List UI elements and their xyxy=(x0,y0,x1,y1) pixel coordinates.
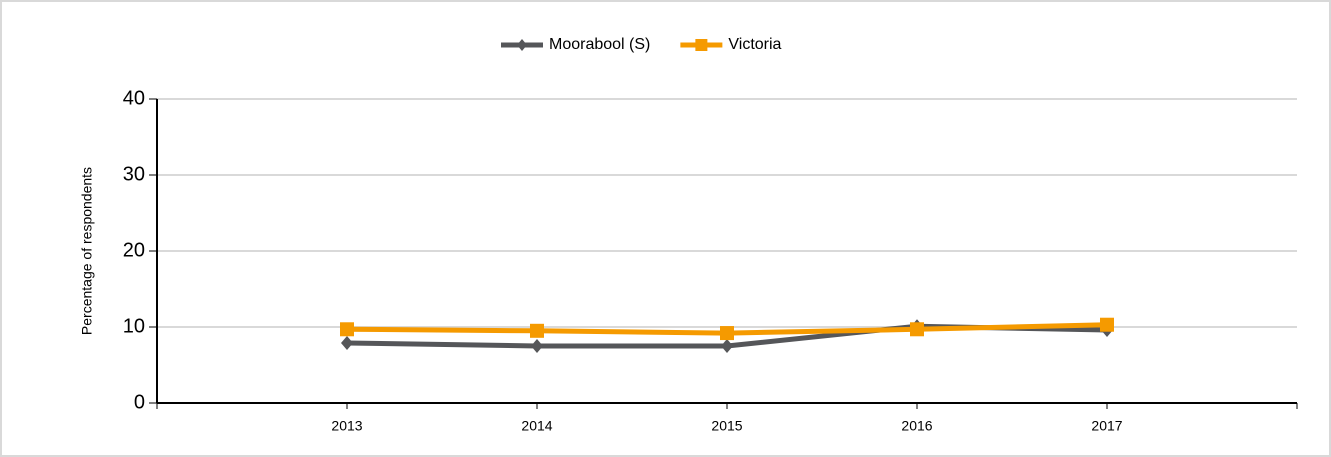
point xyxy=(1100,317,1114,332)
point xyxy=(910,322,924,337)
point xyxy=(721,339,733,353)
legend-marker xyxy=(517,39,527,51)
legend-label: Moorabool (S) xyxy=(549,36,650,53)
x-tick-label: 2013 xyxy=(331,418,362,434)
point xyxy=(720,326,734,341)
legend-marker xyxy=(695,39,708,51)
y-tick-label: 10 xyxy=(123,315,145,337)
x-tick-label: 2014 xyxy=(521,418,552,434)
point xyxy=(341,335,353,350)
legend-label: Victoria xyxy=(728,36,781,53)
y-tick-label: 30 xyxy=(123,163,145,185)
y-tick-label: 0 xyxy=(134,391,145,413)
y-tick-label: 40 xyxy=(123,87,145,109)
y-axis-label: Percentage of respondents xyxy=(79,167,95,335)
point xyxy=(531,339,543,353)
point xyxy=(530,323,544,338)
x-tick-label: 2017 xyxy=(1091,418,1122,434)
point xyxy=(340,322,354,337)
y-tick-label: 20 xyxy=(123,239,145,261)
x-tick-label: 2016 xyxy=(901,418,932,434)
x-tick-label: 2015 xyxy=(711,418,742,434)
